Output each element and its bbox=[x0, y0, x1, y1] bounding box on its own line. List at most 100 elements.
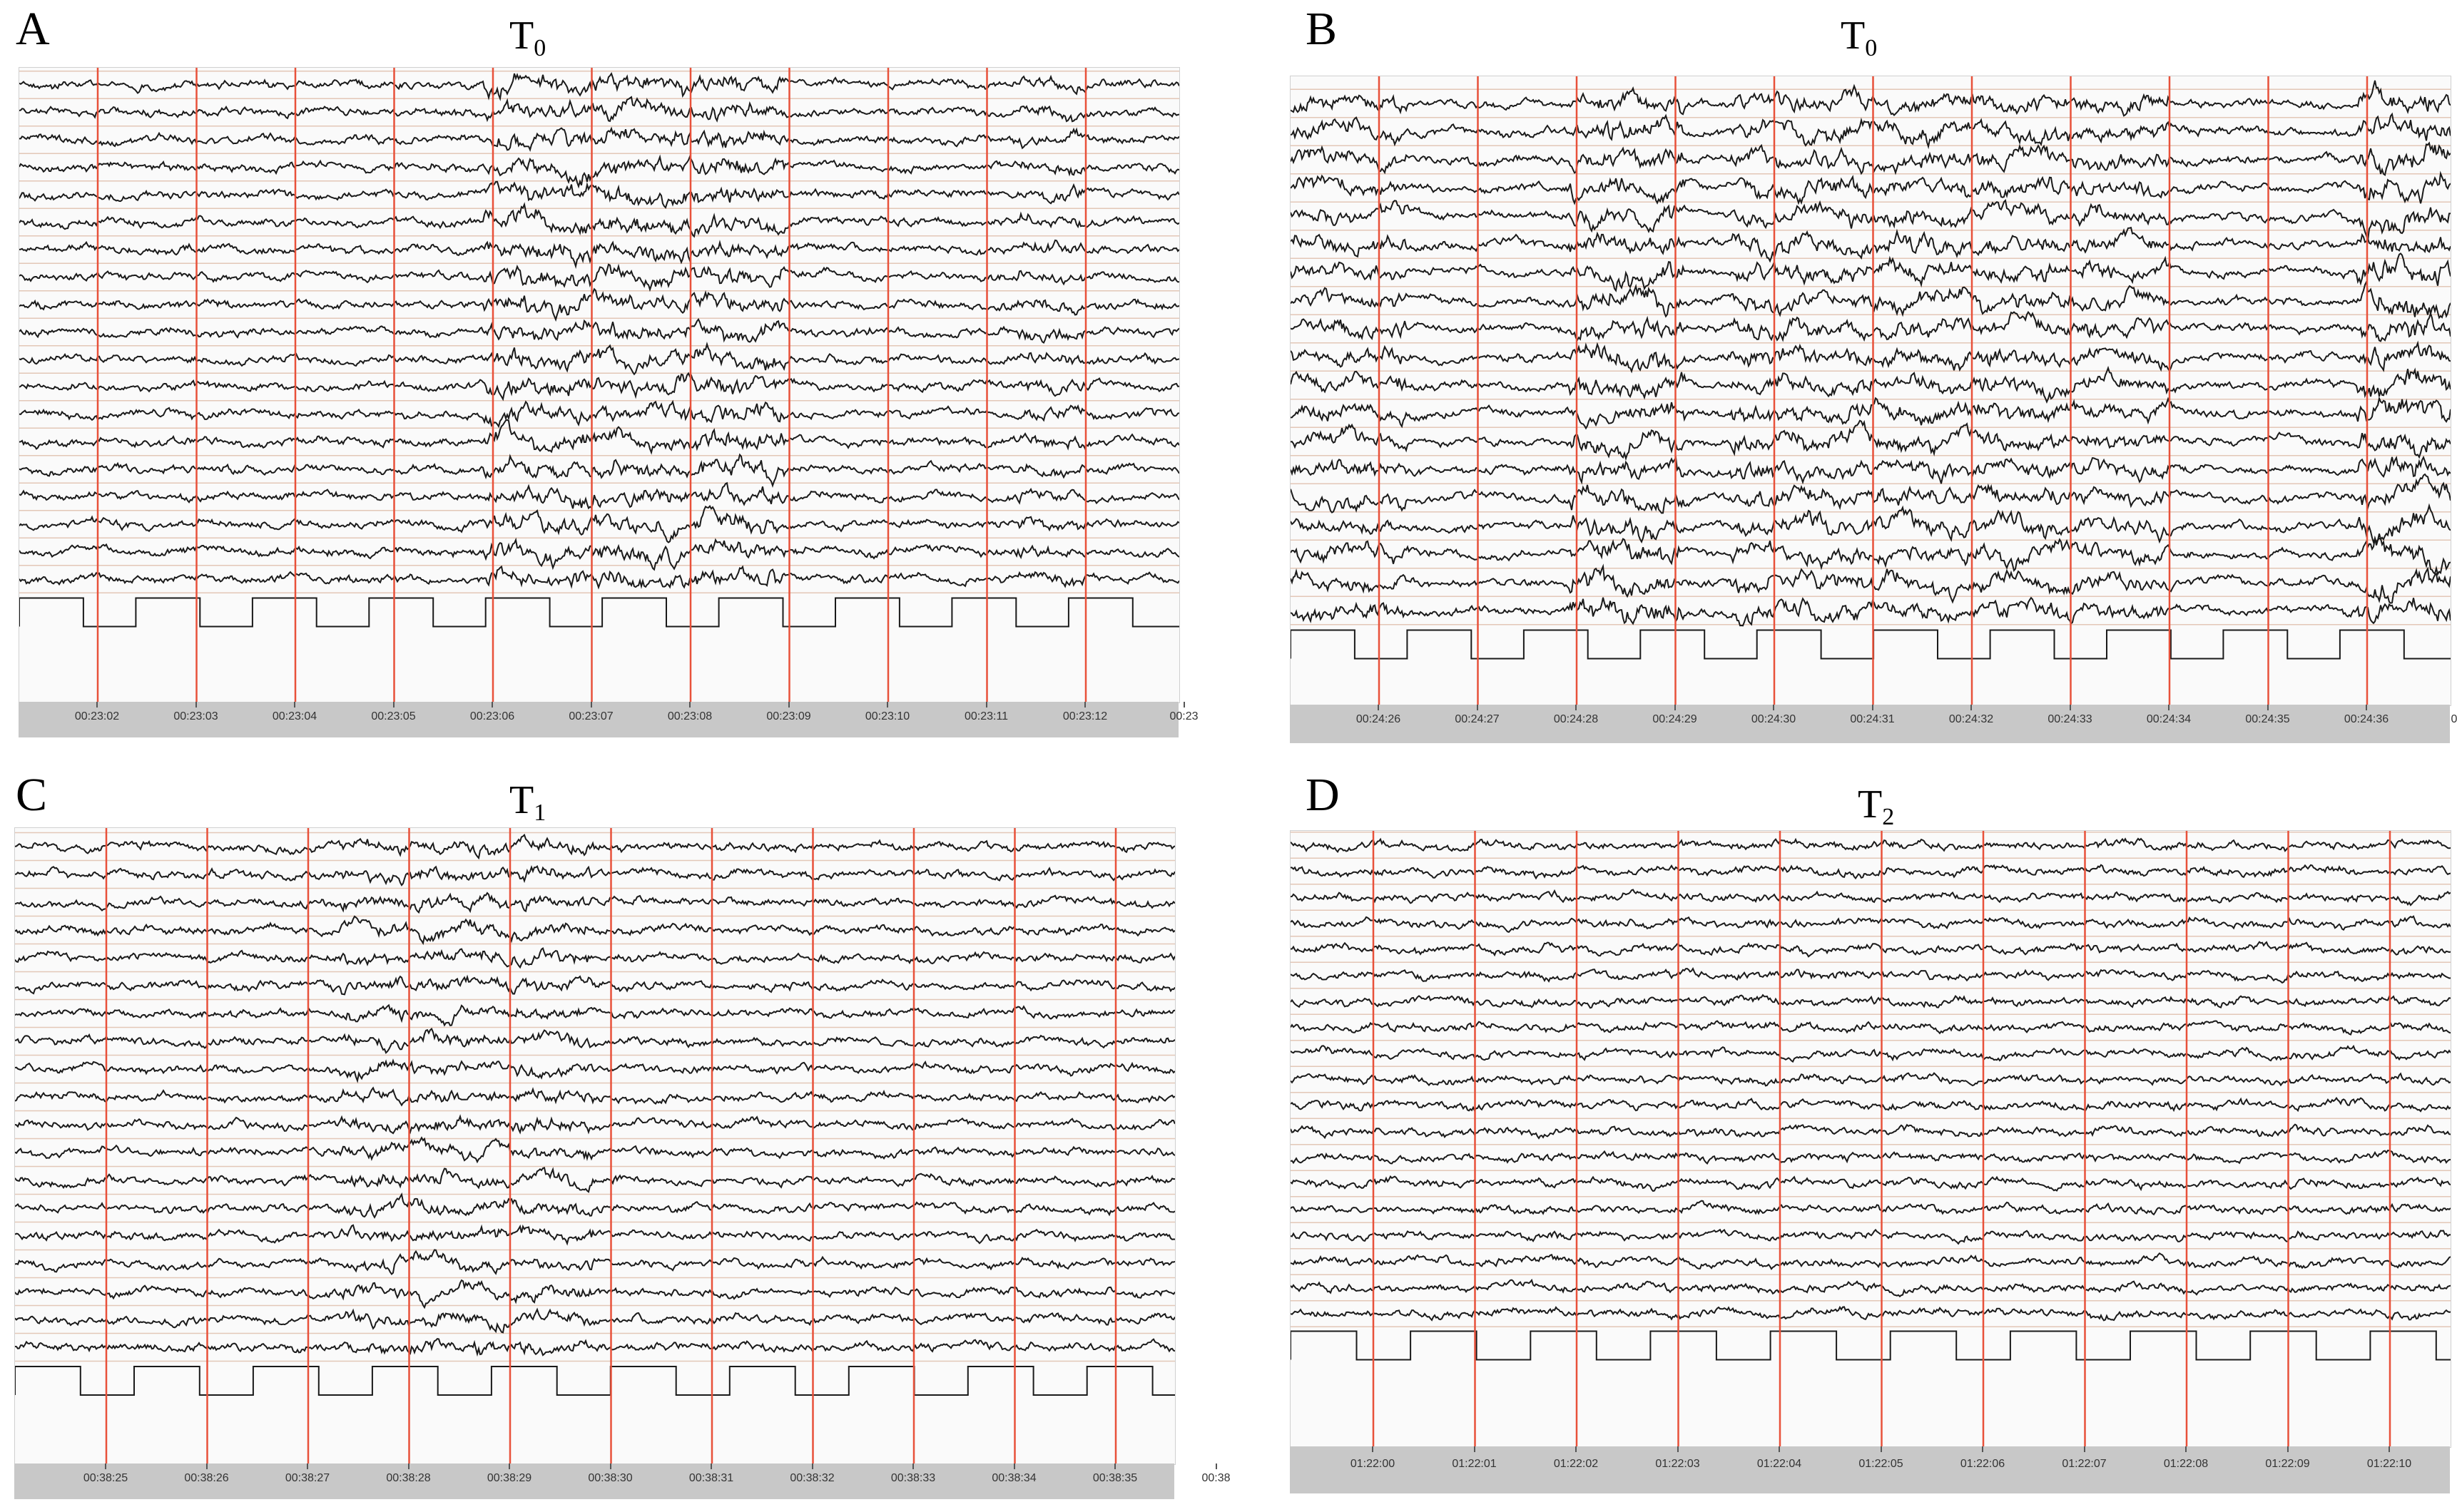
time-label: 00:38:27 bbox=[285, 1472, 330, 1484]
time-tick bbox=[205, 1464, 208, 1469]
time-axis-bar-d: 01:22:00 01:22:01 01:22:02 01:22:03 01:22:04… bbox=[1290, 1446, 2450, 1493]
eeg-svg-d bbox=[1291, 831, 2451, 1447]
time-tick bbox=[2168, 705, 2169, 710]
time-tick bbox=[912, 1464, 914, 1469]
time-tick bbox=[2366, 705, 2367, 710]
time-label: 00:24:28 bbox=[1553, 713, 1599, 725]
panel-letter-a: A bbox=[16, 3, 50, 55]
time-label: 00:24:30 bbox=[1751, 713, 1796, 725]
time-tick bbox=[1773, 705, 1774, 710]
time-label: 00:38:35 bbox=[1092, 1472, 1138, 1484]
time-label: 00:23:03 bbox=[173, 710, 218, 722]
eeg-channel-trace bbox=[1291, 889, 2451, 906]
panel-title-c-sub: 1 bbox=[534, 800, 546, 826]
panel-title-d: T2 bbox=[1858, 785, 1894, 829]
eeg-channel-trace bbox=[1291, 1278, 2451, 1298]
time-label: 00:23:07 bbox=[569, 710, 614, 722]
time-tick bbox=[1013, 1464, 1015, 1469]
eeg-channel-trace bbox=[15, 865, 1175, 887]
eeg-channel-trace bbox=[19, 239, 1179, 270]
time-tick bbox=[1575, 705, 1577, 710]
time-label: 00:23:02 bbox=[74, 710, 120, 722]
eeg-channel-trace bbox=[15, 1338, 1175, 1357]
time-label: 01:22:06 bbox=[1960, 1458, 2005, 1470]
eeg-channel-trace bbox=[1291, 503, 2451, 546]
eeg-channel-trace bbox=[15, 892, 1175, 914]
time-label: 00:38 bbox=[1201, 1472, 1231, 1484]
time-tick bbox=[1215, 1464, 1217, 1469]
eeg-channel-trace bbox=[1291, 535, 2451, 576]
time-label: 00:24:29 bbox=[1652, 713, 1697, 725]
eeg-channel-trace bbox=[1291, 170, 2451, 205]
time-label: 00:23:06 bbox=[469, 710, 515, 722]
eeg-channel-trace bbox=[19, 202, 1179, 238]
stimulus-square-wave bbox=[1291, 1330, 2451, 1361]
panel-title-d-sub: 2 bbox=[1882, 804, 1895, 830]
eeg-channel-trace bbox=[15, 1003, 1175, 1027]
time-tick bbox=[1674, 705, 1676, 710]
eeg-channel-trace bbox=[15, 1086, 1175, 1107]
eeg-channel-trace bbox=[1291, 112, 2451, 150]
time-label: 00:24:26 bbox=[1355, 713, 1401, 725]
time-tick bbox=[1982, 1446, 1983, 1452]
eeg-channel-trace bbox=[19, 481, 1179, 510]
panel-letter-d: D bbox=[1306, 769, 1340, 821]
time-axis-bar-a: 00:23:02 00:23:03 00:23:04 00:23:05 00:23:06… bbox=[19, 702, 1199, 737]
panel-title-b: T0 bbox=[1841, 16, 1877, 61]
eeg-channel-trace bbox=[19, 96, 1179, 123]
time-tick bbox=[1473, 1446, 1475, 1452]
eeg-channel-trace bbox=[15, 915, 1175, 946]
time-axis-bar-b: 00:24:26 00:24:27 00:24:28 00:24:29 00:24:30… bbox=[1290, 705, 2457, 743]
time-label: 00:23:08 bbox=[667, 710, 713, 722]
eeg-channel-trace bbox=[1291, 280, 2451, 320]
time-label: 00:38:32 bbox=[790, 1472, 835, 1484]
eeg-channel-trace bbox=[1291, 310, 2451, 342]
time-label: 01:22:02 bbox=[1553, 1458, 1599, 1470]
time-tick bbox=[2389, 1446, 2390, 1452]
eeg-channel-trace bbox=[1291, 1150, 2451, 1165]
eeg-channel-trace bbox=[1291, 966, 2451, 984]
panel-title-c-base: T bbox=[509, 778, 534, 822]
eeg-channel-trace bbox=[1291, 915, 2451, 933]
eeg-channel-trace bbox=[1291, 596, 2451, 627]
time-tick bbox=[1970, 705, 1972, 710]
time-tick bbox=[105, 1464, 106, 1469]
time-tick bbox=[492, 702, 493, 708]
time-tick bbox=[788, 702, 790, 708]
eeg-channel-trace bbox=[1291, 1123, 2451, 1140]
eeg-channel-trace bbox=[1291, 1252, 2451, 1270]
eeg-channel-trace bbox=[15, 1058, 1175, 1083]
eeg-channel-trace bbox=[15, 833, 1175, 860]
time-label: 00:38:29 bbox=[487, 1472, 532, 1484]
time-label: 00:24:33 bbox=[2048, 713, 2092, 725]
time-tick bbox=[1084, 702, 1086, 708]
eeg-channel-trace bbox=[1291, 864, 2451, 880]
time-tick bbox=[590, 702, 592, 708]
time-label: 00:38:30 bbox=[588, 1472, 633, 1484]
eeg-channel-trace bbox=[1291, 419, 2451, 461]
eeg-channel-trace bbox=[19, 287, 1179, 322]
eeg-channel-trace bbox=[19, 126, 1179, 152]
time-label: 00:38:34 bbox=[992, 1472, 1037, 1484]
eeg-svg-c bbox=[15, 828, 1175, 1464]
time-label: 01:22:03 bbox=[1655, 1458, 1700, 1470]
time-label: 00:38:33 bbox=[890, 1472, 936, 1484]
time-tick bbox=[1871, 705, 1873, 710]
time-axis-bar-c: 00:38:25 00:38:26 00:38:27 00:38:28 00:38:29… bbox=[14, 1464, 1231, 1499]
eeg-channel-trace bbox=[15, 1192, 1175, 1219]
time-label: 00:23:11 bbox=[964, 710, 1009, 722]
eeg-channel-trace bbox=[1291, 455, 2451, 485]
time-tick bbox=[294, 702, 295, 708]
time-label: 00:24:35 bbox=[2245, 713, 2290, 725]
time-tick bbox=[96, 702, 98, 708]
eeg-channel-trace bbox=[15, 1166, 1175, 1193]
time-label: 00:23 bbox=[1169, 710, 1199, 722]
time-tick bbox=[195, 702, 197, 708]
eeg-channel-trace bbox=[1291, 941, 2451, 958]
eeg-trace-panel-d bbox=[1290, 830, 2451, 1448]
time-tick bbox=[509, 1464, 510, 1469]
eeg-svg-b bbox=[1291, 76, 2451, 705]
time-tick bbox=[1677, 1446, 1679, 1452]
time-label: 00:24:31 bbox=[1850, 713, 1895, 725]
eeg-channel-trace bbox=[1291, 1228, 2451, 1245]
